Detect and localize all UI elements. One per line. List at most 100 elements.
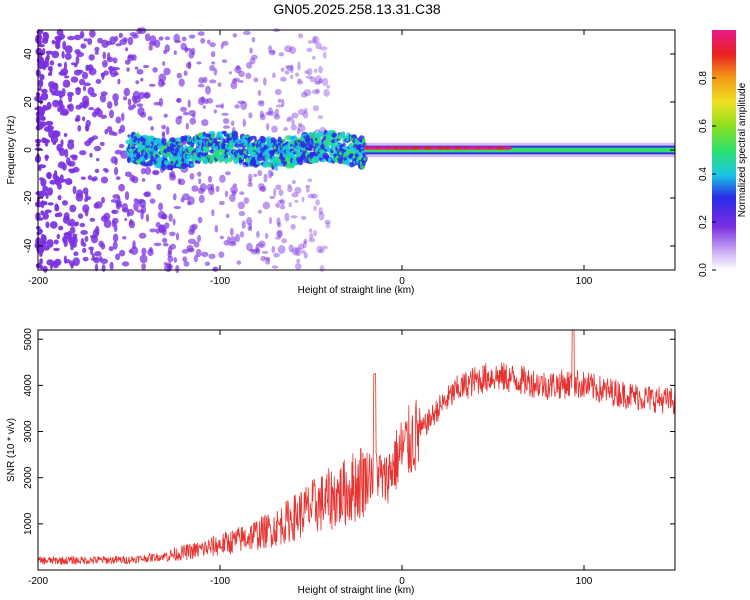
heatmap-noise-cell bbox=[107, 52, 111, 61]
heatmap-noise-cell bbox=[143, 93, 150, 99]
heatmap-noise-cell bbox=[219, 235, 224, 240]
heatmap-noise-cell bbox=[175, 98, 182, 103]
heatmap-band-cell bbox=[234, 143, 240, 148]
heatmap-noise-cell bbox=[220, 103, 225, 109]
heatmap-noise-cell bbox=[115, 116, 122, 124]
heatmap-noise-cell bbox=[37, 217, 44, 221]
heatmap-noise-cell bbox=[197, 171, 202, 177]
y-tick-label: 0 bbox=[23, 147, 34, 153]
heatmap-noise-cell bbox=[79, 30, 85, 39]
heatmap-noise-cell bbox=[243, 30, 251, 36]
heatmap-noise-cell bbox=[125, 47, 129, 52]
heatmap-noise-cell bbox=[279, 198, 285, 206]
heatmap-noise-cell bbox=[82, 247, 87, 253]
heatmap-noise-cell bbox=[47, 65, 53, 72]
x-tick-label: 0 bbox=[399, 276, 405, 287]
heatmap-noise-cell bbox=[297, 124, 306, 133]
heatmap-noise-cell bbox=[46, 239, 54, 248]
snr-line-marks bbox=[38, 330, 675, 565]
heatmap-noise-cell bbox=[117, 78, 121, 85]
heatmap-noise-cell bbox=[131, 176, 139, 184]
heatmap-noise-cell bbox=[100, 176, 109, 184]
heatmap-noise-cell bbox=[303, 89, 312, 97]
heatmap-noise-cell bbox=[112, 67, 121, 71]
heatmap-marks bbox=[34, 27, 675, 274]
heatmap-noise-cell bbox=[57, 161, 66, 169]
heatmap-noise-cell bbox=[89, 152, 93, 158]
heatmap-noise-cell bbox=[40, 92, 49, 101]
heatmap-noise-cell bbox=[84, 140, 92, 147]
heatmap-noise-cell bbox=[239, 191, 245, 196]
heatmap-noise-cell bbox=[36, 231, 42, 236]
heatmap-band-cell bbox=[361, 138, 366, 144]
heatmap-noise-cell bbox=[81, 116, 86, 122]
heatmap-noise-cell bbox=[189, 173, 195, 180]
y-tick-label: -20 bbox=[23, 190, 34, 205]
heatmap-noise-cell bbox=[49, 179, 57, 185]
heatmap-noise-cell bbox=[197, 234, 201, 243]
heatmap-noise-cell bbox=[249, 47, 253, 54]
heatmap-noise-cell bbox=[263, 256, 271, 260]
heatmap-noise-cell bbox=[234, 104, 240, 109]
heatmap-noise-cell bbox=[100, 72, 106, 77]
heatmap-noise-cell bbox=[152, 67, 158, 73]
heatmap-narrow-band-core bbox=[365, 147, 675, 153]
heatmap-noise-cell bbox=[206, 183, 213, 191]
heatmap-noise-cell bbox=[37, 262, 42, 269]
heatmap-noise-cell bbox=[169, 231, 176, 237]
heatmap-noise-cell bbox=[145, 213, 150, 223]
heatmap-noise-cell bbox=[127, 55, 134, 62]
heatmap-noise-cell bbox=[173, 50, 177, 55]
heatmap-noise-cell bbox=[119, 249, 126, 257]
heatmap-noise-cell bbox=[258, 240, 266, 249]
heatmap-noise-cell bbox=[56, 233, 60, 240]
heatmap-noise-cell bbox=[187, 238, 196, 244]
heatmap-noise-cell bbox=[64, 178, 73, 185]
heatmap-noise-cell bbox=[64, 45, 73, 54]
heatmap-noise-cell bbox=[273, 252, 280, 258]
heatmap-noise-cell bbox=[68, 94, 73, 103]
heatmap-noise-cell bbox=[83, 100, 90, 108]
heatmap-noise-cell bbox=[220, 43, 224, 50]
heatmap-noise-cell bbox=[113, 72, 119, 76]
heatmap-noise-cell bbox=[290, 215, 298, 219]
heatmap-noise-cell bbox=[158, 202, 164, 211]
heatmap-noise-cell bbox=[175, 265, 180, 274]
heatmap-noise-cell bbox=[242, 118, 247, 127]
heatmap-noise-cell bbox=[112, 217, 119, 225]
heatmap-noise-cell bbox=[273, 188, 277, 197]
heatmap-noise-cell bbox=[99, 94, 107, 103]
heatmap-noise-cell bbox=[138, 232, 147, 239]
heatmap-noise-cell bbox=[277, 245, 286, 254]
heatmap-noise-cell bbox=[57, 63, 62, 67]
heatmap-noise-cell bbox=[197, 216, 203, 224]
heatmap-band-cell bbox=[154, 149, 159, 155]
heatmap-noise-cell bbox=[110, 199, 118, 203]
heatmap-noise-cell bbox=[237, 100, 245, 105]
heatmap-noise-cell bbox=[79, 222, 86, 228]
heatmap-noise-cell bbox=[62, 200, 68, 206]
heatmap-noise-cell bbox=[315, 88, 320, 94]
heatmap-noise-cell bbox=[58, 98, 63, 108]
heatmap-noise-cell bbox=[197, 31, 205, 36]
colorbar-tick-label: 0.8 bbox=[698, 71, 709, 85]
heatmap-noise-cell bbox=[54, 213, 60, 218]
heatmap-noise-cell bbox=[158, 97, 164, 107]
heatmap-noise-cell bbox=[297, 109, 306, 116]
heatmap-noise-cell bbox=[82, 256, 89, 262]
heatmap-noise-cell bbox=[153, 242, 162, 247]
heatmap-noise-cell bbox=[68, 169, 76, 174]
heatmap-noise-cell bbox=[73, 251, 79, 256]
heatmap-noise-cell bbox=[93, 145, 102, 152]
heatmap-noise-cell bbox=[108, 130, 115, 136]
heatmap-band-cell bbox=[340, 131, 346, 138]
heatmap-noise-cell bbox=[280, 76, 287, 82]
heatmap-noise-cell bbox=[124, 171, 132, 177]
heatmap-noise-cell bbox=[263, 77, 267, 86]
heatmap-noise-cell bbox=[247, 182, 253, 187]
heatmap-noise-cell bbox=[136, 209, 145, 213]
heatmap-noise-cell bbox=[245, 72, 252, 80]
heatmap-noise-cell bbox=[222, 118, 230, 124]
heatmap-noise-cell bbox=[178, 178, 186, 186]
heatmap-noise-cell bbox=[296, 80, 304, 85]
